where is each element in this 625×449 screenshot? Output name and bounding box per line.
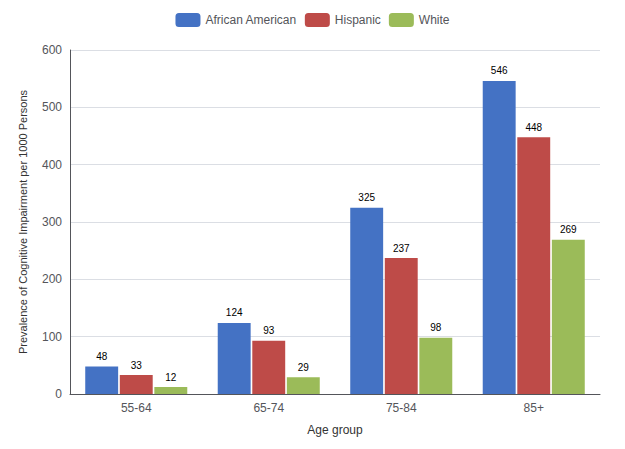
svg-text:Hispanic: Hispanic (335, 13, 381, 27)
svg-text:124: 124 (226, 307, 243, 318)
svg-text:65-74: 65-74 (253, 401, 284, 415)
svg-text:237: 237 (393, 243, 410, 254)
svg-text:600: 600 (42, 43, 62, 57)
svg-text:33: 33 (131, 360, 143, 371)
svg-text:Age group: Age group (307, 423, 363, 437)
svg-text:African American: African American (205, 13, 296, 27)
svg-text:500: 500 (42, 100, 62, 114)
svg-text:400: 400 (42, 158, 62, 172)
svg-text:Prevalence of Cognitive Impair: Prevalence of Cognitive Impairment per 1… (17, 89, 29, 354)
svg-text:98: 98 (430, 322, 442, 333)
svg-text:29: 29 (298, 362, 310, 373)
svg-text:93: 93 (263, 325, 275, 336)
svg-text:48: 48 (96, 351, 108, 362)
svg-text:546: 546 (491, 65, 508, 76)
svg-text:White: White (419, 13, 450, 27)
svg-text:269: 269 (560, 224, 577, 235)
svg-text:12: 12 (165, 372, 177, 383)
svg-text:100: 100 (42, 330, 62, 344)
svg-text:85+: 85+ (524, 401, 544, 415)
svg-text:0: 0 (55, 387, 62, 401)
svg-text:200: 200 (42, 272, 62, 286)
svg-text:55-64: 55-64 (121, 401, 152, 415)
svg-text:325: 325 (358, 192, 375, 203)
svg-text:300: 300 (42, 215, 62, 229)
svg-text:75-84: 75-84 (386, 401, 417, 415)
svg-text:448: 448 (525, 122, 542, 133)
